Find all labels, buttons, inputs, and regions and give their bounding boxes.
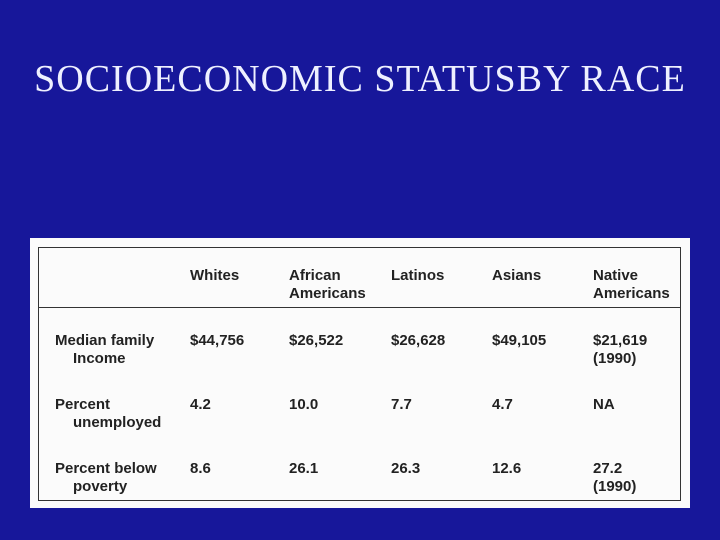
text-line: unemployed [73,414,162,431]
text-line: 7.7 [391,396,412,413]
table-cell: $26,522 [289,332,343,350]
text-line: 26.1 [289,460,319,477]
text-line: 10.0 [289,396,319,413]
text-line: Whites [190,267,240,284]
table-cell: 27.2 (1990) [593,460,636,496]
table-border [38,247,681,501]
text-line: Percent [55,396,111,413]
text-line: Asians [492,267,542,284]
text-line: BY RACE [516,58,686,100]
text-line: African [289,267,341,284]
column-header: Asians [492,267,541,285]
text-line: Median family [55,332,155,349]
text-line: Income [73,350,126,367]
column-header: Native Americans [593,267,670,303]
text-line: 27.2 [593,460,623,477]
row-label: Percent below poverty [55,460,157,496]
row-label: Percent unemployed [55,396,161,432]
text-line: Percent below [55,460,157,477]
table-cell: $49,105 [492,332,546,350]
text-line: Americans [593,285,670,302]
table-cell: 12.6 [492,460,521,478]
text-line: 12.6 [492,460,522,477]
column-header: Latinos [391,267,444,285]
table-cell: NA [593,396,615,414]
column-header: Whites [190,267,239,285]
text-line: SOCIOECONOMIC STATUS [34,58,517,100]
text-line: (1990) [593,478,637,495]
text-line: $26,628 [391,332,446,349]
text-line: 26.3 [391,460,421,477]
text-line: Latinos [391,267,445,284]
table-cell: 4.7 [492,396,513,414]
row-label: Median family Income [55,332,154,368]
text-line: 4.2 [190,396,211,413]
column-header: African Americans [289,267,366,303]
table-cell: $26,628 [391,332,445,350]
table-image: Whites African Americans Latinos Asians Nativ… [30,238,690,508]
table-cell: 8.6 [190,460,211,478]
table-cell: 26.3 [391,460,420,478]
text-line: Native [593,267,639,284]
text-line: Americans [289,285,366,302]
text-line: $21,619 [593,332,648,349]
table-cell: $44,756 [190,332,244,350]
text-line: $44,756 [190,332,245,349]
table-cell: $21,619 (1990) [593,332,647,368]
text-line: 8.6 [190,460,211,477]
text-line: $26,522 [289,332,344,349]
slide-title: SOCIOECONOMIC STATUSBY RACE [0,52,720,107]
table-cell: 7.7 [391,396,412,414]
table-cell: 10.0 [289,396,318,414]
table-cell: 4.2 [190,396,211,414]
header-rule [38,307,681,308]
text-line: $49,105 [492,332,547,349]
table-cell: 26.1 [289,460,318,478]
text-line: NA [593,396,615,413]
text-line: (1990) [593,350,637,367]
text-line: poverty [73,478,128,495]
text-line: 4.7 [492,396,513,413]
